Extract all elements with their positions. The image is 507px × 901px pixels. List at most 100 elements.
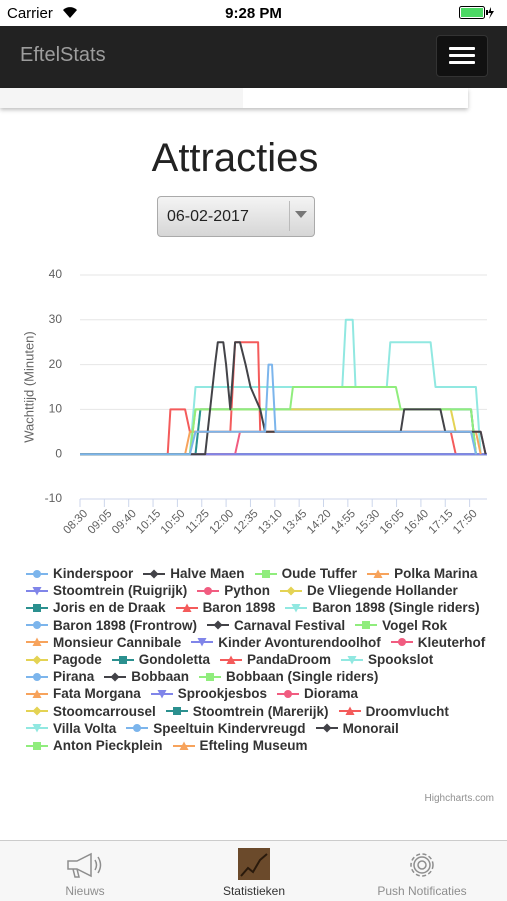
- legend-label: Villa Volta: [53, 720, 117, 736]
- legend-item[interactable]: Stoomtrein (Marerijk): [165, 703, 329, 720]
- x-tick-label: 09:05: [86, 508, 115, 537]
- legend-marker: [315, 723, 338, 733]
- legend-symbol: [226, 655, 236, 664]
- legend-item[interactable]: Anton Pieckplein: [26, 737, 163, 754]
- legend-item[interactable]: Oude Tuffer: [254, 565, 357, 582]
- legend-item[interactable]: Spookslot: [341, 651, 433, 668]
- legend-item[interactable]: Joris en de Draak: [26, 599, 166, 616]
- legend-marker: [390, 638, 413, 647]
- legend-symbol: [179, 741, 189, 750]
- legend-item[interactable]: Pagode: [26, 651, 102, 668]
- date-select[interactable]: 06-02-2017: [157, 196, 315, 237]
- x-tick-label: 15:30: [354, 508, 383, 537]
- tab-push[interactable]: Push Notificaties: [377, 884, 467, 898]
- legend-marker: [197, 586, 220, 595]
- legend-symbol: [322, 723, 332, 733]
- legend-item[interactable]: Python: [197, 582, 270, 599]
- legend-symbol: [33, 621, 41, 630]
- legend-marker: [26, 586, 48, 596]
- legend-item[interactable]: Baron 1898 (Single riders): [285, 599, 480, 616]
- legend-item[interactable]: Pirana: [26, 668, 94, 685]
- x-tick-label: 12:35: [232, 508, 261, 537]
- legend-marker: [199, 672, 222, 681]
- legend-item[interactable]: Bobbaan: [104, 668, 189, 685]
- legend-item[interactable]: Baron 1898: [175, 599, 275, 616]
- legend-item[interactable]: Droomvlucht: [338, 703, 449, 720]
- stats-icon: [238, 848, 270, 880]
- legend-item[interactable]: Kinder Avonturendoolhof: [191, 634, 381, 651]
- legend-item[interactable]: Kleuterhof: [390, 634, 486, 651]
- y-tick-label: 30: [49, 312, 63, 326]
- legend-marker: [280, 586, 302, 596]
- legend-symbol: [291, 604, 301, 613]
- x-tick-label: 13:10: [256, 508, 285, 537]
- legend-marker: [277, 690, 300, 699]
- legend-item[interactable]: Diorama: [277, 685, 358, 702]
- y-tick-label: -10: [45, 491, 63, 505]
- legend-symbol: [182, 603, 192, 612]
- y-tick-label: 10: [49, 402, 63, 416]
- legend-item[interactable]: Carnaval Festival: [207, 617, 345, 634]
- legend-symbol: [118, 655, 127, 664]
- legend-item[interactable]: Stoomtrein (Ruigrijk): [26, 582, 187, 599]
- legend-item[interactable]: Polka Marina: [367, 565, 477, 582]
- legend-label: PandaDroom: [247, 652, 332, 668]
- legend-label: Kinder Avonturendoolhof: [218, 634, 381, 650]
- legend-marker: [165, 707, 188, 716]
- legend-symbol: [197, 638, 207, 647]
- legend-symbol: [33, 569, 41, 578]
- legend-label: Efteling Museum: [199, 738, 308, 754]
- legend-marker: [26, 706, 48, 716]
- tab-stats[interactable]: Statistieken: [222, 884, 286, 898]
- legend-item[interactable]: Stoomcarrousel: [26, 703, 156, 720]
- legend-marker: [111, 655, 134, 664]
- legend-label: Bobbaan (Single riders): [226, 669, 379, 685]
- menu-button[interactable]: [436, 35, 488, 77]
- series-line: [80, 430, 482, 456]
- legend-item[interactable]: Halve Maen: [143, 565, 245, 582]
- series-line: [80, 318, 482, 456]
- legend-item[interactable]: Monsieur Cannibale: [26, 634, 181, 651]
- x-tick-label: 16:40: [402, 508, 431, 537]
- y-tick-label: 0: [55, 446, 62, 460]
- series-line: [80, 341, 487, 456]
- legend-item[interactable]: De Vliegende Hollander: [280, 582, 458, 599]
- legend-item[interactable]: Monorail: [315, 720, 399, 737]
- legend-label: Droomvlucht: [365, 703, 449, 719]
- legend-item[interactable]: Baron 1898 (Frontrow): [26, 617, 197, 634]
- x-tick-label: 16:05: [378, 508, 407, 537]
- legend-item[interactable]: Gondoletta: [111, 651, 210, 668]
- legend-marker: [26, 604, 48, 612]
- card: [0, 88, 468, 108]
- app-title[interactable]: EftelStats: [20, 44, 106, 66]
- legend: Kinderspoor Halve Maen Oude Tuffer Polka Ma…: [26, 565, 496, 754]
- legend-label: Joris en de Draak: [53, 600, 166, 616]
- legend-label: Python: [224, 583, 270, 599]
- legend-item[interactable]: Bobbaan (Single riders): [199, 668, 378, 685]
- legend-marker: [26, 621, 48, 630]
- legend-item[interactable]: Sprookjesbos: [150, 685, 267, 702]
- legend-marker: [207, 620, 230, 630]
- x-tick-label: 17:15: [427, 508, 456, 537]
- legend-label: Pagode: [53, 652, 102, 668]
- tab-news[interactable]: Nieuws: [65, 884, 105, 898]
- x-tick-label: 14:55: [329, 508, 358, 537]
- credit[interactable]: Highcharts.com: [425, 793, 494, 804]
- legend-marker: [175, 603, 198, 612]
- status-bar: Carrier 9:28 PM: [0, 0, 507, 26]
- legend-label: Kleuterhof: [417, 634, 486, 650]
- series-line: [80, 341, 457, 456]
- page-title: Attracties: [151, 136, 319, 180]
- legend-item[interactable]: Fata Morgana: [26, 685, 141, 702]
- legend-item[interactable]: Villa Volta: [26, 720, 116, 737]
- legend-symbol: [32, 724, 42, 733]
- legend-symbol: [33, 604, 41, 612]
- legend-item[interactable]: Vogel Rok: [355, 617, 447, 634]
- legend-item[interactable]: Speeltuin Kindervreugd: [126, 720, 306, 737]
- legend-item[interactable]: PandaDroom: [220, 651, 331, 668]
- legend-item[interactable]: Kinderspoor: [26, 565, 133, 582]
- chart: Wachttijd (Minuten) Highcharts.com -10 0 1…: [21, 267, 494, 804]
- legend-item[interactable]: Efteling Museum: [172, 737, 308, 754]
- legend-symbol: [157, 690, 167, 699]
- x-tick-label: 08:30: [61, 508, 90, 537]
